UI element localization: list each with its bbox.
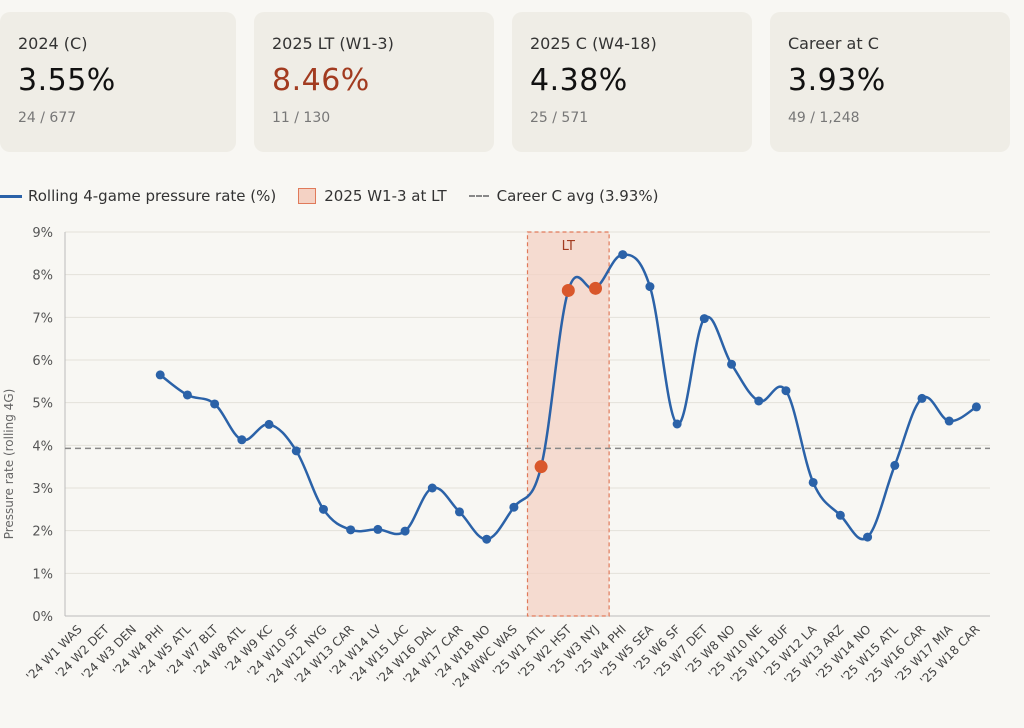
card-value: 3.55% [18, 63, 116, 98]
y-tick-label: 4% [32, 439, 53, 454]
stat-card-2024-c: 2024 (C) 3.55% 24 / 677 [0, 12, 236, 152]
card-sub: 11 / 130 [272, 110, 331, 126]
chart-legend: Rolling 4-game pressure rate (%) 2025 W1… [0, 184, 680, 208]
y-tick-label: 5% [32, 397, 53, 412]
highlight-data-point [589, 281, 603, 295]
legend-item-avg[interactable]: Career C avg (3.93%) [468, 187, 659, 205]
data-point [699, 314, 709, 324]
card-value: 3.93% [788, 63, 886, 98]
data-point [890, 460, 900, 470]
series-line [159, 253, 978, 541]
legend-band-label: 2025 W1-3 at LT [324, 187, 447, 205]
data-point [155, 370, 165, 380]
legend-avg-label: Career C avg (3.93%) [496, 187, 659, 205]
data-point [672, 419, 682, 429]
legend-band-swatch [298, 188, 317, 204]
y-axis-label: Pressure rate (rolling 4G) [2, 389, 16, 540]
data-point [346, 525, 356, 535]
summary-cards: 2024 (C) 3.55% 24 / 677 2025 LT (W1-3) 8… [0, 12, 1024, 152]
data-point [210, 399, 220, 409]
data-point [835, 510, 845, 520]
data-point [917, 393, 927, 403]
y-tick-label: 8% [32, 269, 53, 284]
card-sub: 49 / 1,248 [788, 110, 860, 126]
card-label: 2024 (C) [18, 34, 88, 53]
card-label: Career at C [788, 34, 879, 53]
data-point [454, 507, 464, 517]
legend-series-label: Rolling 4-game pressure rate (%) [28, 187, 277, 205]
card-value: 4.38% [530, 63, 628, 98]
data-point [754, 396, 764, 406]
data-point [645, 282, 655, 292]
data-point [318, 504, 328, 514]
highlight-data-point [561, 283, 575, 297]
y-tick-label: 6% [32, 354, 53, 369]
y-tick-label: 0% [32, 610, 53, 625]
y-tick-label: 2% [32, 525, 53, 540]
data-point [727, 359, 737, 369]
y-tick-label: 9% [32, 226, 53, 241]
data-point [971, 402, 981, 412]
data-point [509, 502, 519, 512]
y-tick-label: 3% [32, 482, 53, 497]
highlight-data-point [534, 460, 548, 474]
data-point [482, 534, 492, 544]
data-point [618, 250, 628, 260]
band-label: LT [562, 239, 575, 254]
data-point [808, 477, 818, 487]
card-sub: 24 / 677 [18, 110, 77, 126]
legend-dash-swatch [468, 195, 489, 197]
legend-item-series[interactable]: Rolling 4-game pressure rate (%) [0, 187, 276, 205]
legend-line-swatch [0, 194, 22, 198]
data-point [781, 386, 791, 396]
card-label: 2025 C (W4-18) [530, 34, 657, 53]
y-tick-label: 7% [32, 311, 53, 326]
data-point [264, 419, 274, 429]
data-point [237, 435, 247, 445]
stat-card-2025-c: 2025 C (W4-18) 4.38% 25 / 571 [512, 12, 752, 152]
stat-card-2025-lt: 2025 LT (W1-3) 8.46% 11 / 130 [254, 12, 494, 152]
data-point [863, 532, 873, 542]
data-point [291, 446, 301, 456]
stat-card-career-c: Career at C 3.93% 49 / 1,248 [770, 12, 1010, 152]
data-point [944, 416, 954, 426]
card-sub: 25 / 571 [530, 110, 589, 126]
card-label: 2025 LT (W1-3) [272, 34, 394, 53]
data-point [400, 526, 410, 536]
data-point [182, 390, 192, 400]
legend-item-band[interactable]: 2025 W1-3 at LT [298, 187, 447, 205]
card-value: 8.46% [272, 63, 370, 98]
data-point [427, 483, 437, 493]
y-tick-label: 1% [32, 567, 53, 582]
data-point [373, 524, 383, 534]
